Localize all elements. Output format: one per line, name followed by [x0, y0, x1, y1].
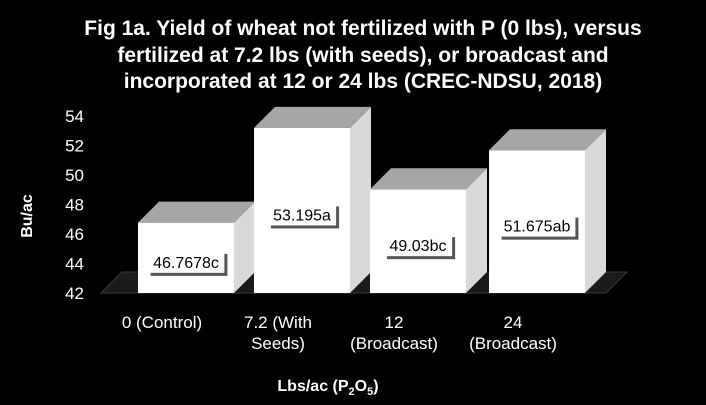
y-tick-label: 50 [65, 166, 84, 185]
y-tick-label: 44 [65, 255, 84, 274]
x-axis-title-sub: 5 [367, 386, 373, 398]
data-label-text: 53.195a [273, 207, 331, 224]
x-tick-label: 7.2 (With [244, 313, 312, 332]
y-tick-label: 46 [65, 225, 84, 244]
x-axis-title-main: Lbs/ac (P [277, 378, 348, 395]
data-label-text: 46.7678c [153, 255, 219, 272]
x-axis-title-mid: O [355, 378, 367, 395]
bar-top [489, 129, 606, 151]
data-label-text: 49.03bc [390, 238, 447, 255]
y-tick-label: 42 [65, 284, 84, 303]
bar [370, 168, 487, 293]
data-label-text: 51.675ab [504, 219, 571, 236]
y-axis-title: Bu/ac [19, 194, 36, 238]
bar-side [350, 106, 371, 293]
x-tick-label: 24 [504, 313, 523, 332]
bar-side [466, 168, 487, 293]
x-tick-label: (Broadcast) [350, 334, 438, 353]
y-tick-label: 52 [65, 137, 84, 156]
data-label-box [147, 250, 225, 273]
x-axis-title-sub: 2 [349, 386, 355, 398]
chart-title-line: fertilized at 7.2 lbs (with seeds), or b… [117, 43, 609, 67]
x-tick-label: 0 (Control) [122, 313, 202, 332]
data-label: 49.03bc [383, 234, 456, 260]
y-tick-label: 48 [65, 196, 84, 215]
bar [489, 129, 606, 293]
x-tick-label: 12 [385, 313, 404, 332]
data-label: 51.675ab [498, 214, 579, 240]
bar [254, 106, 371, 293]
data-label: 46.7678c [147, 250, 228, 276]
bar-top [138, 201, 255, 223]
data-label: 53.195a [267, 203, 340, 229]
chart-title-line: incorporated at 12 or 24 lbs (CREC-NDSU,… [123, 70, 603, 93]
bar [138, 201, 255, 293]
bar-side [585, 129, 606, 293]
data-label-box [267, 203, 337, 226]
data-label-box [498, 214, 576, 237]
x-tick-label: (Broadcast) [469, 334, 557, 353]
x-axis-title: Lbs/ac (P2O5) [277, 378, 378, 398]
bar-top [370, 168, 487, 190]
x-axis-title-end: ) [373, 378, 378, 395]
x-tick-label: Seeds) [251, 334, 305, 353]
bar-side [234, 201, 255, 293]
bar-top [254, 106, 371, 128]
chart-title: Fig 1a. Yield of wheat not fertilized wi… [20, 16, 706, 96]
data-label-box [383, 234, 453, 257]
y-tick-label: 54 [65, 107, 84, 126]
chart-title-line: Fig 1a. Yield of wheat not fertilized wi… [84, 17, 642, 40]
